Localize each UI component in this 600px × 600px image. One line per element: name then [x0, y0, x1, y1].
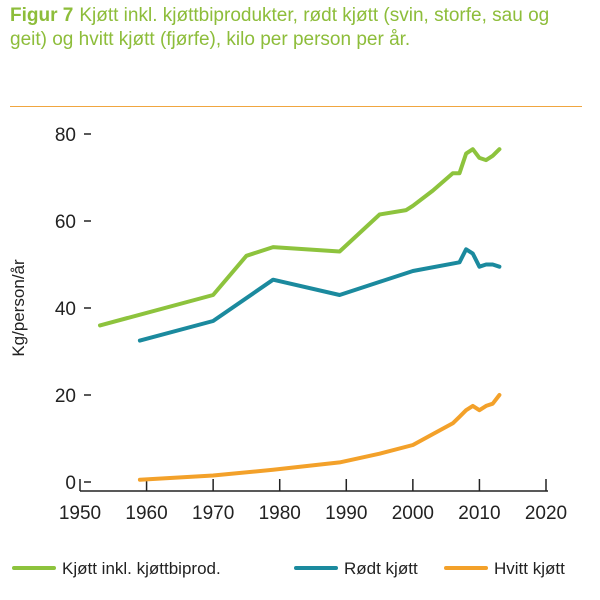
y-tick-label: 40 — [55, 299, 76, 320]
axes: 1950 1960 1970 1980 1990 2000 2010 2020 0 20 40 60 8… — [9, 125, 567, 524]
series-line-1 — [137, 247, 502, 343]
legend-label-1: Rødt kjøtt — [344, 559, 418, 578]
x-tick-label: 1990 — [325, 503, 367, 524]
series-line-2 — [137, 393, 502, 482]
y-axis-label: Kg/person/år — [9, 259, 28, 357]
y-tick-label: 20 — [55, 386, 76, 407]
y-tick-label: 80 — [55, 125, 76, 146]
x-tick-label: 1980 — [259, 503, 301, 524]
y-tick-label: 60 — [55, 212, 76, 233]
x-tick-label: 2010 — [458, 503, 500, 524]
figure-label: Figur 7 — [10, 5, 74, 26]
series-lines — [98, 147, 502, 482]
x-tick-label: 1960 — [125, 503, 167, 524]
series-line-0 — [98, 147, 502, 328]
x-tick-label: 1970 — [192, 503, 234, 524]
figure-caption: Kjøtt inkl. kjøttbiprodukter, rødt kjøtt… — [10, 5, 550, 50]
legend-label-0: Kjøtt inkl. kjøttbiprod. — [62, 559, 221, 578]
title-divider — [10, 106, 582, 107]
legend-label-2: Hvitt kjøtt — [494, 559, 565, 578]
x-tick-label: 2020 — [525, 503, 567, 524]
x-tick-label: 2000 — [392, 503, 434, 524]
y-tick-label: 0 — [65, 473, 76, 494]
legend: Kjøtt inkl. kjøttbiprod. Rødt kjøtt Hvitt … — [12, 559, 565, 578]
figure-title: Figur 7 Kjøtt inkl. kjøttbiprodukter, rød… — [10, 4, 590, 52]
x-tick-label: 1950 — [59, 503, 101, 524]
